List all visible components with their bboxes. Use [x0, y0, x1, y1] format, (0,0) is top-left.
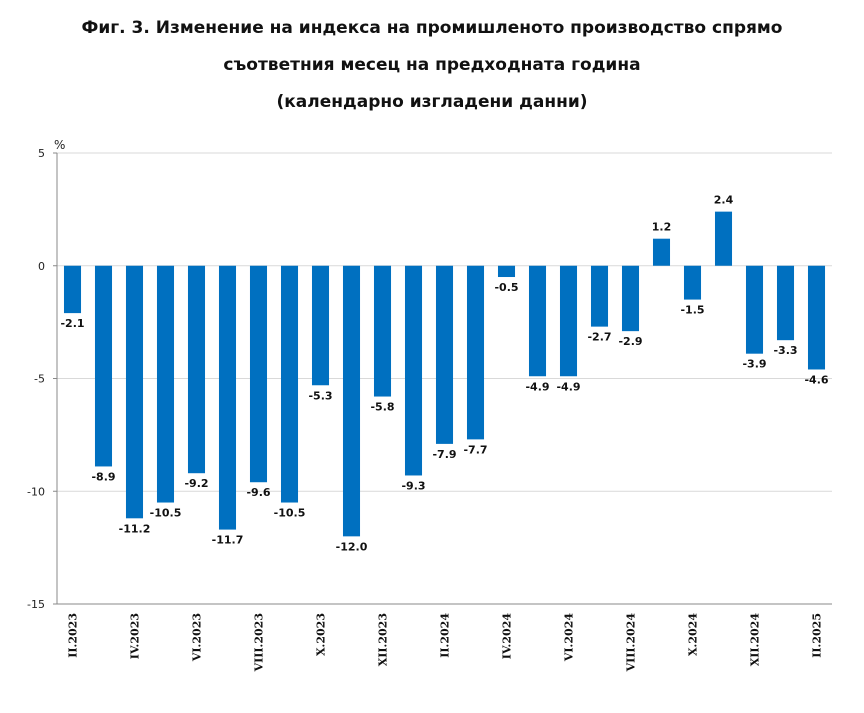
x-tick-label: VI.2023 [191, 613, 204, 662]
x-tick-label: X.2023 [315, 613, 328, 656]
x-tick-label: IV.2024 [501, 613, 514, 660]
data-label: -1.5 [680, 304, 704, 317]
bar [776, 265, 795, 341]
x-tick-label: XII.2024 [749, 613, 762, 667]
data-label: -10.5 [150, 507, 182, 520]
data-label: -10.5 [274, 507, 306, 520]
bar [807, 265, 826, 370]
bars [63, 211, 826, 537]
data-label: -0.5 [494, 281, 518, 294]
bar [404, 265, 423, 476]
data-label: -8.9 [91, 470, 115, 483]
bar [94, 265, 113, 467]
data-label: -4.9 [525, 380, 549, 393]
x-tick-label: IV.2023 [129, 613, 142, 659]
bar [745, 265, 764, 354]
x-tick-label: VIII.2024 [625, 613, 638, 673]
data-label: -2.1 [60, 317, 84, 330]
bar [63, 265, 82, 314]
bar [528, 265, 547, 377]
bar [249, 265, 268, 483]
y-axis-unit: % [54, 138, 65, 152]
x-tick-label: II.2024 [439, 613, 452, 658]
data-label: -4.6 [804, 373, 828, 386]
bar [280, 265, 299, 503]
bar [683, 265, 702, 300]
data-label: -9.3 [401, 479, 425, 492]
x-tick-label: II.2023 [67, 613, 80, 658]
bar [373, 265, 392, 397]
data-label: -11.2 [119, 522, 151, 535]
bar [187, 265, 206, 474]
data-label: -7.9 [432, 448, 456, 461]
y-tick-label: -15 [27, 598, 45, 611]
bar [497, 265, 516, 278]
x-tick-label: VIII.2023 [253, 613, 266, 672]
data-label: -11.7 [212, 534, 244, 547]
data-labels: -2.1 -8.9 -11.2 -10.5 -9.2 -11.7 -9.6 -10.5 -5.3… [60, 194, 828, 554]
bar [590, 265, 609, 327]
data-label: -2.7 [587, 331, 611, 344]
bar [125, 265, 144, 519]
bar [311, 265, 330, 386]
chart-title: Фиг. 3. Изменение на индекса на промишле… [0, 10, 864, 121]
y-axis: 5 0 -5 -10 -15 [27, 147, 832, 611]
x-tick-label: X.2024 [687, 613, 700, 656]
bar [652, 238, 671, 266]
chart-title-line-2: съответния месец на предходната година [223, 55, 641, 75]
chart-title-line-1: Фиг. 3. Изменение на индекса на промишле… [81, 18, 783, 38]
data-label: -3.9 [742, 358, 766, 371]
data-label: -5.3 [308, 389, 332, 402]
bar [342, 265, 361, 537]
data-label: -12.0 [336, 540, 368, 553]
chart-title-line-3: (календарно изгладени данни) [276, 92, 588, 112]
data-label: -9.6 [246, 486, 270, 499]
data-label: -3.3 [773, 344, 797, 357]
bar [621, 265, 640, 332]
data-label: -7.7 [463, 443, 487, 456]
bar [466, 265, 485, 440]
y-tick-label: -10 [27, 485, 45, 498]
bar [218, 265, 237, 530]
y-tick-label: -5 [34, 373, 45, 386]
data-label: -9.2 [184, 477, 208, 490]
x-tick-label: II.2025 [811, 613, 824, 658]
data-label: 2.4 [714, 194, 734, 207]
x-tick-label: XII.2023 [377, 613, 390, 666]
bar [559, 265, 578, 377]
data-label: -5.8 [370, 401, 394, 414]
data-label: -4.9 [556, 380, 580, 393]
data-label: 1.2 [652, 221, 672, 234]
bar [714, 211, 733, 266]
x-axis: II.2023 IV.2023 VI.2023 VIII.2023 X.2023 XII.… [67, 613, 824, 673]
y-tick-label: 5 [38, 147, 45, 160]
x-tick-label: VI.2024 [563, 613, 576, 662]
data-label: -2.9 [618, 335, 642, 348]
bar [156, 265, 175, 503]
bar [435, 265, 454, 444]
y-tick-label: 0 [38, 260, 45, 273]
